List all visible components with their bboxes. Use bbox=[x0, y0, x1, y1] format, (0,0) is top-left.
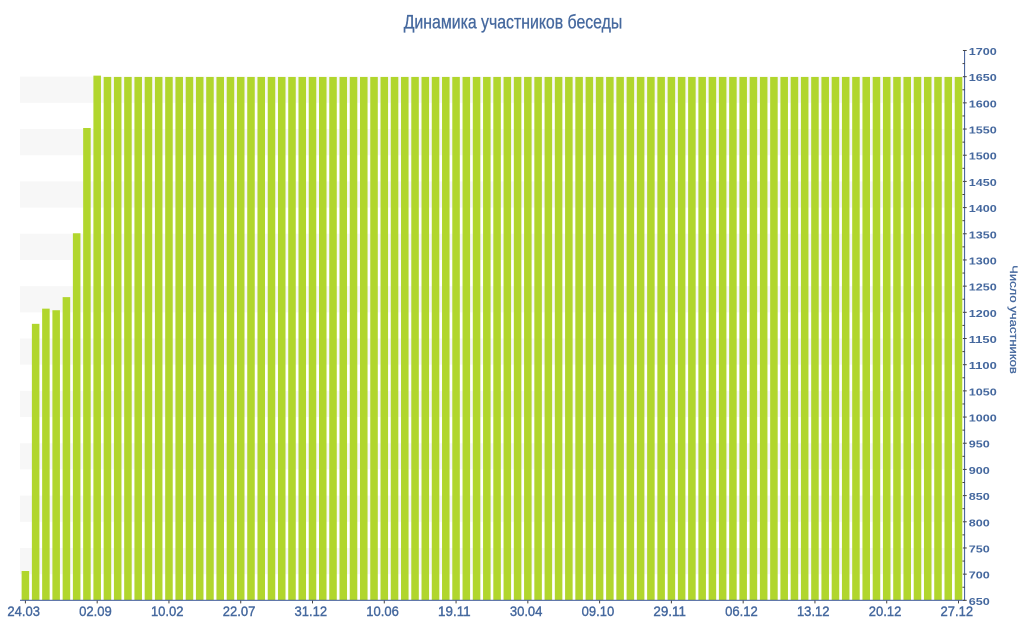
svg-text:1400: 1400 bbox=[969, 204, 997, 215]
svg-text:10.02: 10.02 bbox=[151, 603, 184, 619]
svg-text:800: 800 bbox=[969, 518, 990, 529]
svg-text:02.09: 02.09 bbox=[79, 603, 112, 619]
svg-text:900: 900 bbox=[969, 466, 990, 477]
svg-text:29.11: 29.11 bbox=[653, 603, 686, 619]
svg-text:700: 700 bbox=[969, 571, 990, 582]
svg-text:Число участников: Число участников bbox=[1007, 265, 1019, 374]
svg-text:20.12: 20.12 bbox=[869, 603, 902, 619]
svg-text:1150: 1150 bbox=[969, 335, 997, 346]
svg-text:650: 650 bbox=[969, 597, 990, 608]
svg-text:10.06: 10.06 bbox=[366, 603, 399, 619]
svg-text:09.10: 09.10 bbox=[582, 603, 615, 619]
svg-text:1550: 1550 bbox=[969, 126, 997, 137]
svg-text:1700: 1700 bbox=[969, 47, 997, 58]
svg-text:1200: 1200 bbox=[969, 309, 997, 320]
svg-text:1000: 1000 bbox=[969, 414, 997, 425]
svg-text:31.12: 31.12 bbox=[295, 603, 328, 619]
svg-text:24.03: 24.03 bbox=[7, 603, 40, 619]
svg-text:1450: 1450 bbox=[969, 178, 997, 189]
svg-text:1350: 1350 bbox=[969, 230, 997, 241]
svg-text:Динамика участников беседы: Динамика участников беседы bbox=[404, 13, 623, 34]
svg-text:950: 950 bbox=[969, 440, 990, 451]
svg-text:06.12: 06.12 bbox=[725, 603, 758, 619]
svg-text:1050: 1050 bbox=[969, 387, 997, 398]
svg-text:1300: 1300 bbox=[969, 256, 997, 267]
svg-text:1650: 1650 bbox=[969, 73, 997, 84]
svg-text:1600: 1600 bbox=[969, 99, 997, 110]
svg-text:1100: 1100 bbox=[969, 361, 997, 372]
svg-text:750: 750 bbox=[969, 544, 990, 555]
svg-text:30.04: 30.04 bbox=[510, 603, 543, 619]
svg-text:22.07: 22.07 bbox=[223, 603, 256, 619]
svg-text:850: 850 bbox=[969, 492, 990, 503]
svg-text:1500: 1500 bbox=[969, 152, 997, 163]
svg-text:27.12: 27.12 bbox=[941, 603, 974, 619]
svg-text:13.12: 13.12 bbox=[797, 603, 830, 619]
svg-text:1250: 1250 bbox=[969, 283, 997, 294]
svg-text:19.11: 19.11 bbox=[438, 603, 471, 619]
